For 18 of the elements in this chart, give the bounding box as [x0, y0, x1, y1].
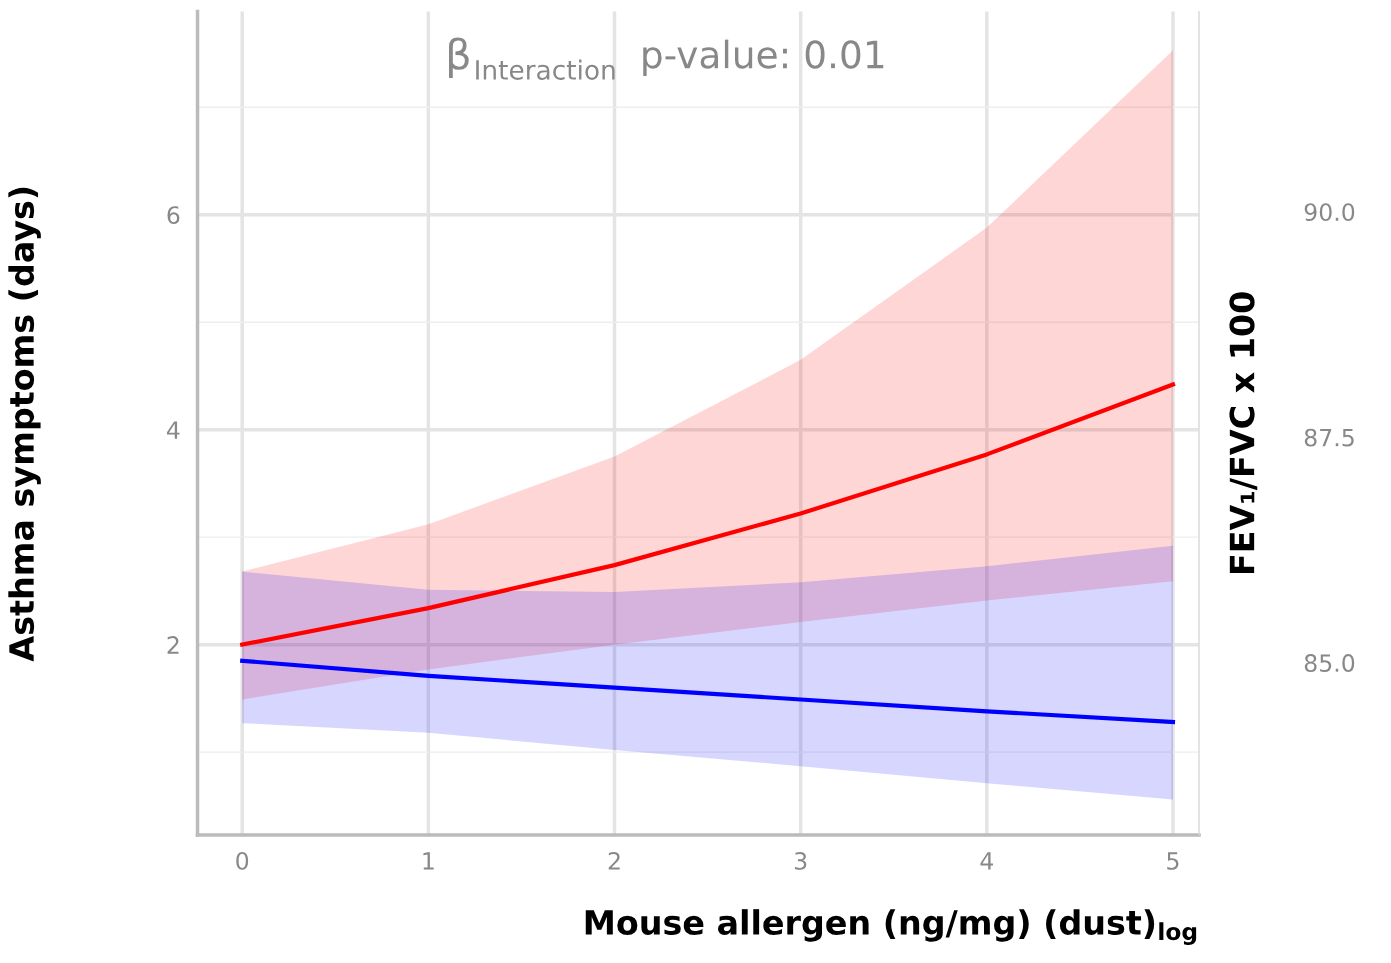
x-tick-label: 4: [980, 852, 994, 870]
x-tick-label: 5: [1167, 852, 1179, 870]
y-tick-label: 4: [166, 421, 180, 439]
y-tick-label: 6: [167, 206, 180, 225]
line-series: [240, 382, 1176, 647]
x-tick-label: 1: [423, 852, 434, 870]
y2-tick-label: 90.0: [1304, 203, 1355, 222]
y-tick-label: 2: [167, 636, 179, 654]
x-tick-label: 0: [236, 852, 249, 870]
y2-tick-label: 85.0: [1304, 654, 1355, 672]
y-axis-title: Asthma symptoms (days): [8, 187, 41, 662]
x-tick-label: 3: [794, 852, 807, 870]
x-axis-title: Mouse allergen (ng/mg) (dust)$_{log}$: [585, 909, 1197, 945]
y2-axis-title: FEV₁/FVC x 100: [1229, 292, 1258, 573]
x-tick-label: 2: [608, 852, 620, 870]
annotation: p-value: 0.01: [643, 39, 884, 76]
y2-tick-label: 87.5: [1304, 428, 1354, 447]
line-series: [240, 658, 1176, 725]
